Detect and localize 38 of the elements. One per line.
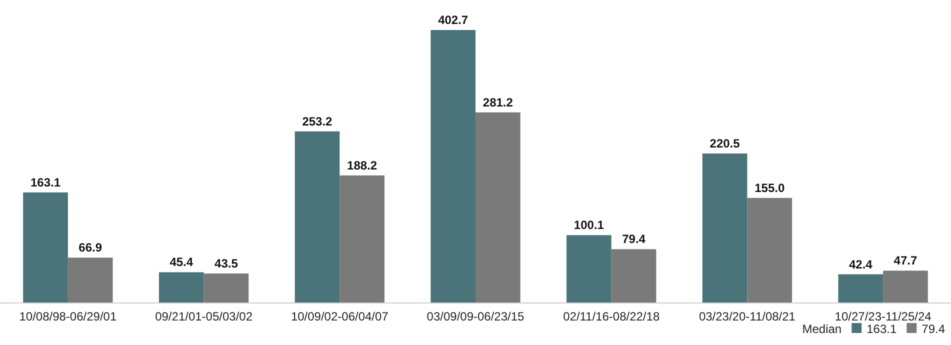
x-tick-label: 02/11/16-08/22/18	[563, 309, 660, 324]
data-label: 43.5	[214, 256, 238, 271]
data-label: 253.2	[302, 114, 333, 128]
data-label: 42.4	[848, 257, 873, 272]
text: 163.1	[866, 322, 897, 336]
bar	[566, 235, 612, 303]
bar	[702, 154, 748, 303]
data-label: 220.5	[710, 136, 740, 151]
data-label: 66.9	[78, 240, 102, 255]
text: 79.4	[922, 322, 946, 336]
data-label: 45.4	[170, 255, 194, 270]
text: Median	[802, 322, 842, 336]
data-label: 163.1	[30, 175, 61, 190]
bar	[23, 192, 68, 303]
x-tick-label: 10/09/02-06/04/07	[290, 309, 389, 324]
bar	[68, 258, 113, 303]
bar	[430, 30, 476, 303]
bar	[476, 112, 520, 303]
x-tick-label: 03/23/20-11/08/21	[698, 309, 796, 324]
data-label: 100.1	[574, 218, 604, 232]
x-tick-label: 10/27/23-11/25/24	[834, 309, 932, 324]
bar	[747, 198, 792, 303]
data-label: 47.7	[894, 254, 918, 268]
x-tick-label: 03/09/09-06/23/15	[426, 309, 525, 324]
data-label: 402.7	[438, 13, 468, 27]
data-label: 79.4	[622, 232, 646, 246]
bar	[838, 274, 884, 303]
bar	[204, 274, 249, 303]
bar	[340, 175, 384, 303]
bar	[611, 249, 656, 303]
x-tick-label: 10/08/98-06/29/01	[19, 309, 117, 324]
data-label: 281.2	[482, 95, 514, 110]
bar	[294, 131, 340, 303]
bar	[883, 270, 928, 303]
bar	[158, 272, 204, 303]
data-label: 188.2	[347, 158, 378, 172]
data-label: 155.0	[754, 180, 785, 195]
x-tick-label: 09/21/01-05/03/02	[155, 309, 253, 324]
